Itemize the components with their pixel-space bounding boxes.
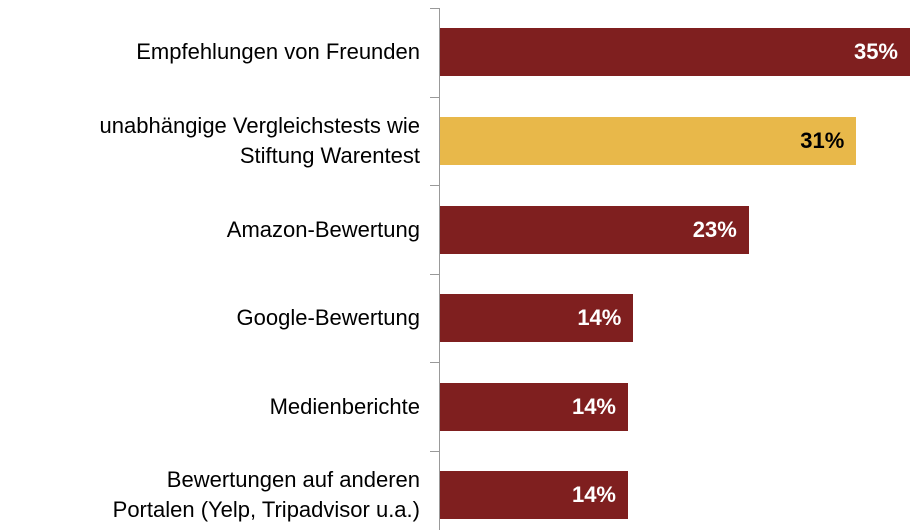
bar	[440, 382, 628, 431]
category-label: Google-Bewertung	[236, 305, 420, 331]
bar	[440, 471, 628, 520]
category-label: unabhängige Vergleichstests wie Stiftung…	[99, 112, 420, 168]
bar	[440, 28, 910, 77]
category-separator	[430, 362, 440, 364]
data-label: 14%	[571, 482, 616, 508]
data-label: 31%	[800, 127, 845, 153]
category-separator	[430, 185, 440, 187]
bar	[440, 116, 857, 165]
category-label: Amazon-Bewertung	[226, 216, 420, 242]
category-separator	[430, 96, 440, 98]
data-label: 14%	[577, 305, 622, 331]
bar	[440, 205, 749, 254]
data-label: 23%	[692, 216, 737, 242]
category-separator	[430, 273, 440, 275]
category-label: Medienberichte	[269, 393, 420, 419]
category-label: Bewertungen auf anderen Portalen (Yelp, …	[112, 467, 420, 523]
axis-line	[439, 8, 440, 530]
category-separator	[430, 8, 440, 9]
data-label: 14%	[571, 393, 616, 419]
category-separator	[430, 451, 440, 452]
category-label: Empfehlungen von Freunden	[136, 39, 420, 65]
data-label: 35%	[853, 39, 898, 65]
bar	[440, 294, 634, 343]
